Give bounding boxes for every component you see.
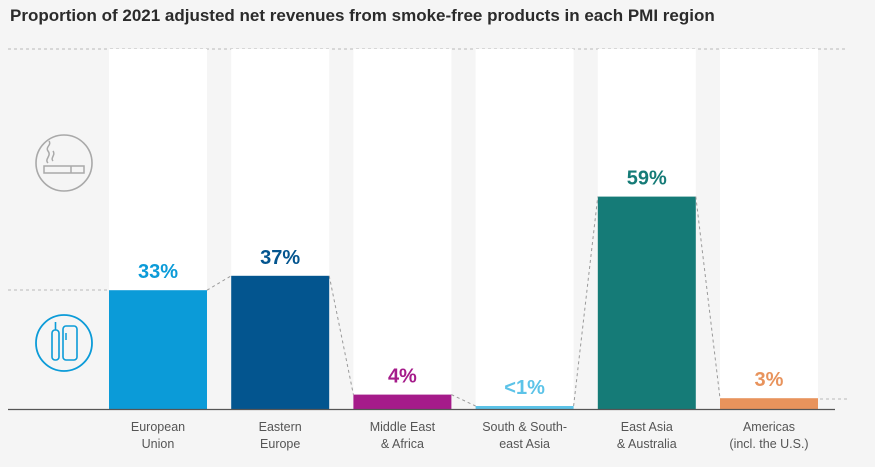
category-label-line: Union — [142, 437, 175, 451]
connector-line — [573, 196, 599, 407]
bar — [231, 275, 330, 409]
connector-line — [451, 394, 476, 407]
category-label: Eastern Europe — [259, 420, 302, 451]
category-label: East Asia & Australia — [617, 420, 677, 451]
category-label-line: & Australia — [617, 437, 677, 451]
bar-background — [720, 49, 818, 409]
category-label-line: Eastern — [259, 420, 302, 434]
bars-layer — [109, 49, 818, 409]
connector-line — [206, 275, 232, 291]
category-label-line: Europe — [260, 437, 300, 451]
category-label-line: East Asia — [621, 420, 673, 434]
bar — [353, 394, 452, 409]
bar-value-label: 37% — [260, 247, 300, 269]
bar-value-label: <1% — [504, 377, 545, 399]
connector-line — [695, 196, 721, 399]
bar-background — [475, 49, 574, 409]
bar-background — [353, 49, 452, 409]
bar — [720, 398, 818, 409]
category-label: European Union — [131, 420, 185, 451]
connector-line — [328, 275, 354, 395]
category-label-line: Middle East — [370, 420, 436, 434]
labels-layer: 33% European Union 37% Eastern Europe 4% Middle… — [131, 168, 809, 451]
bar-value-label: 33% — [138, 261, 178, 283]
bar — [597, 196, 696, 409]
cigarette-icon — [35, 134, 93, 192]
smoke-free-device-icon — [35, 314, 93, 372]
category-label-line: South & South- — [482, 420, 567, 434]
category-label-line: (incl. the U.S.) — [729, 437, 808, 451]
bar-value-label: 59% — [627, 168, 667, 190]
bar-value-label: 4% — [388, 366, 417, 388]
category-label: Middle East & Africa — [370, 420, 436, 451]
chart-title: Proportion of 2021 adjusted net revenues… — [10, 6, 715, 25]
bar-value-label: 3% — [755, 369, 784, 391]
category-label-line: & Africa — [381, 437, 424, 451]
bar — [109, 290, 207, 409]
category-label-line: east Asia — [499, 437, 550, 451]
connectors-layer — [206, 196, 721, 407]
category-label-line: European — [131, 420, 185, 434]
category-label-line: Americas — [743, 420, 795, 434]
bar — [475, 406, 574, 409]
category-label: Americas (incl. the U.S.) — [729, 420, 808, 451]
category-label: South & South-east Asia — [482, 420, 567, 451]
